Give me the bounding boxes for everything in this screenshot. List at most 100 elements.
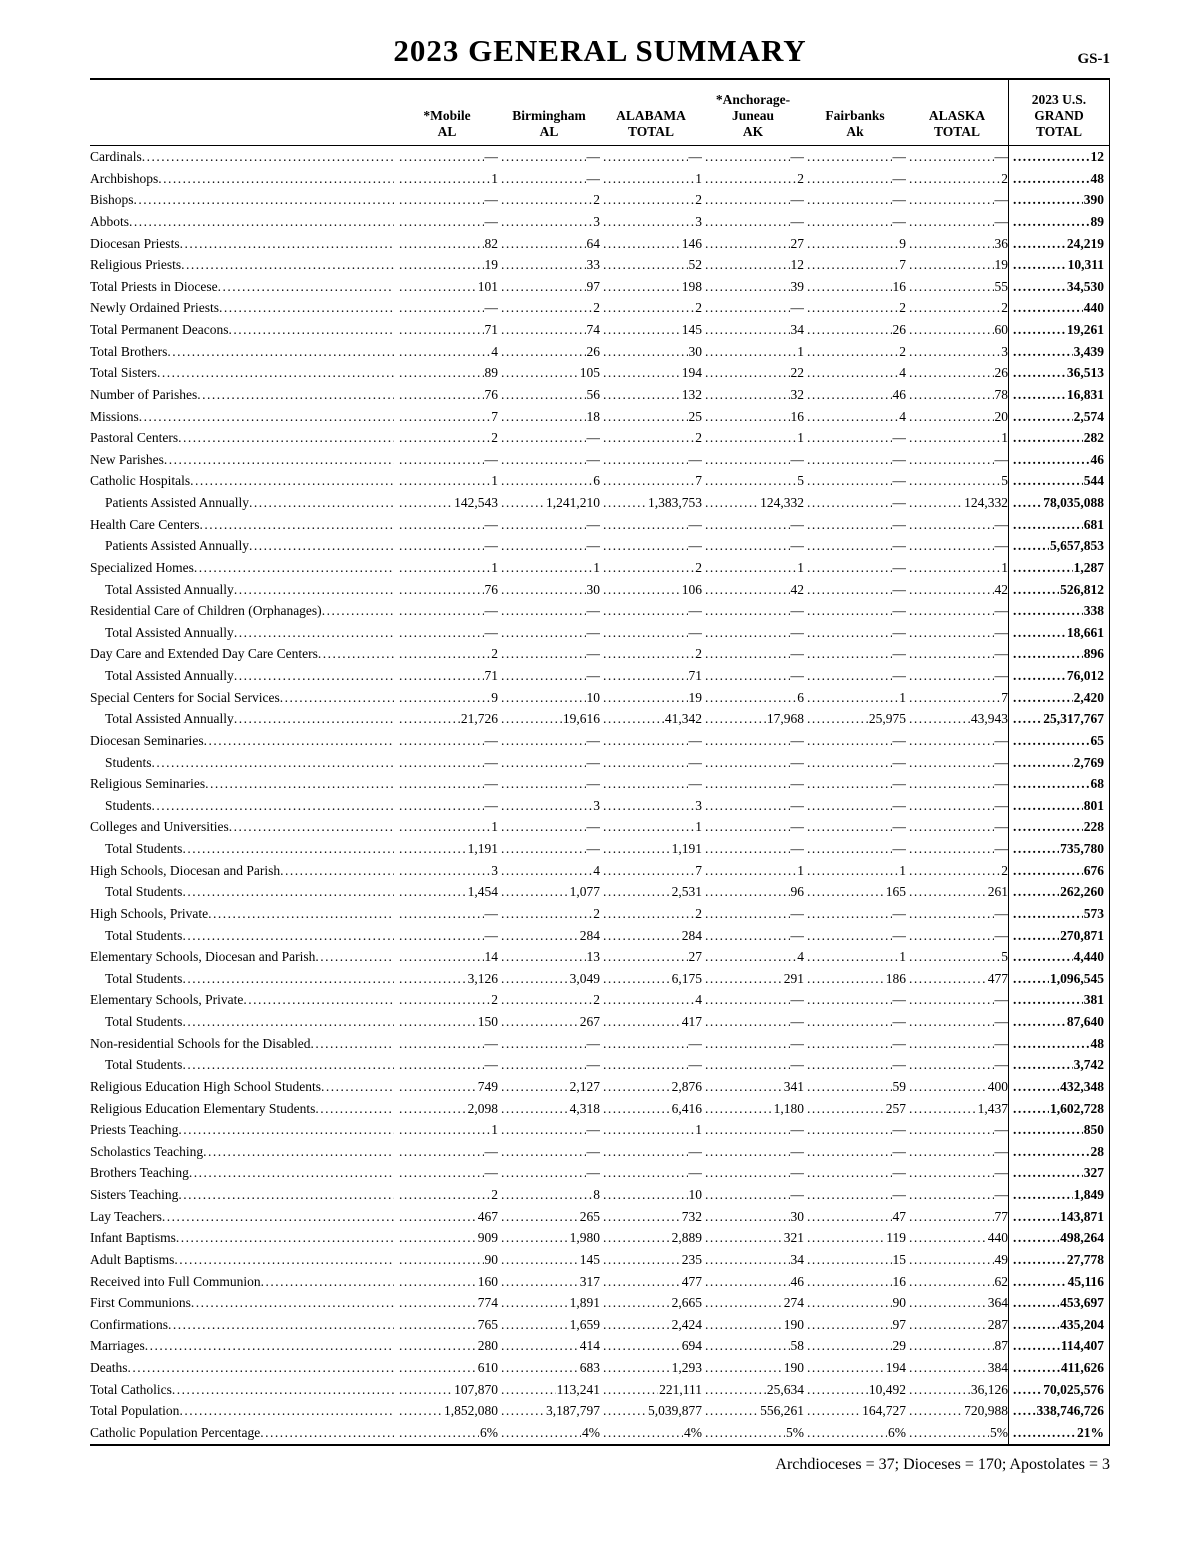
dot-leader [603,557,694,579]
dot-leader [909,903,994,925]
grand-total-cell: 5,657,853 [1008,535,1110,557]
dot-leader [909,1314,987,1336]
dot-leader [705,1292,783,1314]
dot-leader [399,946,484,968]
dot-leader [603,1098,671,1120]
table-row: Number of Parishes765613232467816,831 [90,384,1110,406]
value-cell: 30 [702,1206,805,1228]
dot-leader [705,687,796,709]
row-label: Total Catholics [90,1379,396,1401]
value-cell: — [498,1033,601,1055]
dot-leader [807,1314,892,1336]
dot-leader [705,1054,790,1076]
value-cell: — [396,903,499,925]
value-cell: — [600,535,703,557]
dot-leader [807,557,892,579]
table-row: Scholastics Teaching——————28 [90,1141,1110,1163]
table-row: Priests Teaching1—1———850 [90,1119,1110,1141]
value-cell: — [396,535,499,557]
dot-leader [234,579,394,601]
dot-leader [807,1379,868,1401]
table-row: High Schools, Private—22———573 [90,903,1110,925]
dot-leader [705,1335,790,1357]
dot-leader [501,1054,586,1076]
grand-total-cell: 16,831 [1008,384,1110,406]
dot-leader [1013,362,1066,384]
dot-leader [208,903,394,925]
dot-leader [1013,708,1042,730]
dot-leader [1013,1400,1036,1422]
value-cell: — [804,752,907,774]
dot-leader [909,708,970,730]
row-label: Abbots [90,211,396,233]
value-cell: 89 [396,362,499,384]
dot-leader [399,1357,477,1379]
value-cell: 5 [906,946,1008,968]
dot-leader [180,233,394,255]
dot-leader [318,643,394,665]
value-cell: 2 [498,989,600,1011]
dot-leader [399,233,484,255]
dot-leader [1013,449,1090,471]
value-cell: 42 [702,579,805,601]
row-label: Bishops [90,189,396,211]
dot-leader [280,860,394,882]
value-cell: — [702,514,805,536]
dot-leader [399,514,484,536]
dot-leader [909,1379,970,1401]
value-cell: — [498,427,601,449]
grand-total-cell: 70,025,576 [1008,1379,1110,1401]
value-cell: 10,492 [804,1379,906,1401]
value-cell: 341 [702,1076,804,1098]
dot-leader [399,492,453,514]
value-cell: 3,126 [396,968,498,990]
value-cell: 6 [498,470,600,492]
dot-leader [909,1422,989,1444]
dot-leader [807,189,892,211]
dot-leader [705,1227,783,1249]
value-cell: 26 [906,362,1009,384]
summary-table: *Mobile AL Birmingham AL ALABAMA TOTAL *… [90,78,1110,1446]
dot-leader [1013,600,1083,622]
dot-leader [705,470,796,492]
value-cell: — [804,557,907,579]
value-cell: 1 [600,168,702,190]
dot-leader [501,276,586,298]
dot-leader [321,1076,394,1098]
value-cell: 1,180 [702,1098,804,1120]
value-cell: 2 [498,903,600,925]
value-cell: 4 [498,860,600,882]
grand-total-cell: 2,420 [1008,687,1110,709]
dot-leader [705,579,790,601]
value-cell: 124,332 [906,492,1008,514]
value-cell: — [702,146,805,168]
value-cell: 4 [600,989,702,1011]
dot-leader [1013,1422,1076,1444]
dot-leader [501,665,586,687]
dot-leader [705,1314,783,1336]
value-cell: 384 [906,1357,1008,1379]
value-cell: 64 [498,233,601,255]
grand-total-cell: 12 [1008,146,1110,168]
dot-leader [807,514,892,536]
dot-leader [399,535,484,557]
value-cell: 16 [702,406,805,428]
grand-total-cell: 270,871 [1008,925,1110,947]
value-cell: — [600,449,703,471]
dot-leader [705,535,790,557]
value-cell: — [702,622,805,644]
value-cell: 732 [600,1206,702,1228]
dot-leader [807,1011,892,1033]
dot-leader [501,1011,579,1033]
dot-leader [1013,276,1066,298]
dot-leader [807,470,892,492]
dot-leader [909,773,994,795]
dot-leader [501,687,586,709]
dot-leader [603,146,688,168]
dot-leader [807,1076,892,1098]
value-cell: — [906,189,1009,211]
dot-leader [399,211,484,233]
value-cell: 113,241 [498,1379,600,1401]
dot-leader [501,1292,569,1314]
dot-leader [501,708,562,730]
